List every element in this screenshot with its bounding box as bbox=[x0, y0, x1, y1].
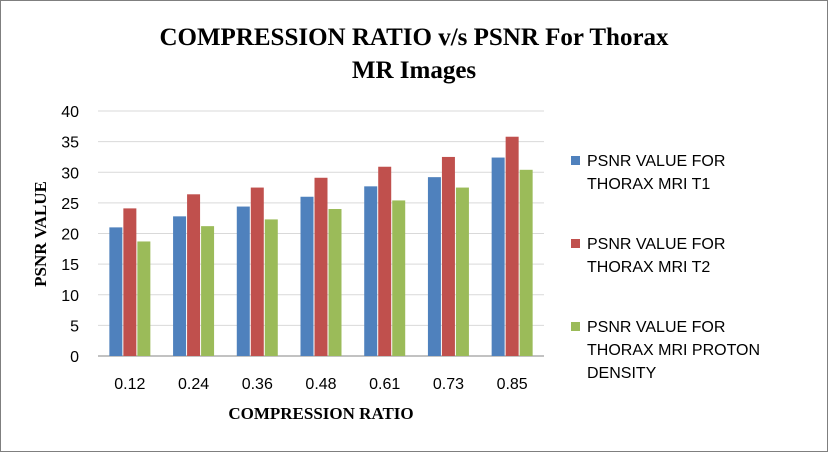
legend-swatch-1 bbox=[571, 156, 580, 165]
x-axis-ticks: 0.12 0.24 0.36 0.48 0.61 0.73 0.85 bbox=[114, 376, 528, 393]
y-tick-label: 40 bbox=[61, 104, 79, 121]
x-tick-label: 0.73 bbox=[433, 376, 464, 393]
y-tick-label: 15 bbox=[61, 257, 79, 274]
bar-series1-0.73 bbox=[427, 177, 441, 356]
x-tick-label: 0.12 bbox=[114, 376, 145, 393]
bar-series3-0.85 bbox=[519, 169, 533, 356]
bar-series1-0.48 bbox=[300, 196, 314, 356]
legend-label-3: DENSITY bbox=[587, 365, 657, 382]
legend: PSNR VALUE FOR THORAX MRI T1 PSNR VALUE FO… bbox=[571, 153, 760, 382]
legend-label-3: THORAX MRI PROTON bbox=[587, 342, 760, 359]
bar-series2-0.12 bbox=[123, 208, 137, 356]
y-axis-title: PSNR VALUE bbox=[31, 181, 50, 287]
chart-title-line-2: MR Images bbox=[352, 57, 477, 84]
y-tick-label: 25 bbox=[61, 196, 79, 213]
y-tick-label: 30 bbox=[61, 165, 79, 182]
x-axis-title: COMPRESSION RATIO bbox=[228, 404, 413, 423]
bar-series1-0.85 bbox=[491, 157, 505, 356]
y-tick-label: 20 bbox=[61, 227, 79, 244]
legend-swatch-3 bbox=[571, 322, 580, 331]
bar-series2-0.48 bbox=[314, 177, 328, 356]
legend-label-1: PSNR VALUE FOR bbox=[587, 153, 725, 170]
bar-series3-0.12 bbox=[137, 241, 151, 356]
bar-series2-0.36 bbox=[250, 187, 264, 356]
x-tick-label: 0.85 bbox=[497, 376, 528, 393]
y-tick-label: 10 bbox=[61, 288, 79, 305]
y-axis-ticks: 0 5 10 15 20 25 30 35 40 bbox=[61, 104, 79, 366]
chart-title-line-1: COMPRESSION RATIO v/s PSNR For Thorax bbox=[159, 24, 669, 51]
bar-series3-0.24 bbox=[201, 226, 215, 356]
bar-series1-0.24 bbox=[173, 216, 187, 356]
y-tick-label: 5 bbox=[70, 318, 79, 335]
chart-title: COMPRESSION RATIO v/s PSNR For Thorax MR … bbox=[159, 24, 669, 84]
bar-series3-0.36 bbox=[264, 219, 278, 356]
bar-series3-0.73 bbox=[455, 187, 469, 356]
legend-label-2: PSNR VALUE FOR bbox=[587, 236, 725, 253]
legend-label-1: THORAX MRI T1 bbox=[587, 176, 710, 193]
bars bbox=[109, 136, 533, 356]
bar-series2-0.61 bbox=[378, 166, 392, 356]
bar-series2-0.24 bbox=[187, 194, 201, 356]
legend-label-3: PSNR VALUE FOR bbox=[587, 319, 725, 336]
legend-label-2: THORAX MRI T2 bbox=[587, 259, 710, 276]
bar-series2-0.85 bbox=[505, 136, 519, 356]
legend-swatch-2 bbox=[571, 239, 580, 248]
x-tick-label: 0.36 bbox=[242, 376, 273, 393]
bar-series1-0.61 bbox=[364, 186, 378, 356]
x-tick-label: 0.48 bbox=[305, 376, 336, 393]
x-tick-label: 0.24 bbox=[178, 376, 209, 393]
y-tick-label: 35 bbox=[61, 135, 79, 152]
bar-series1-0.36 bbox=[236, 206, 250, 356]
x-tick-label: 0.61 bbox=[369, 376, 400, 393]
bar-series2-0.73 bbox=[441, 156, 455, 356]
y-tick-label: 0 bbox=[70, 349, 79, 366]
bar-series3-0.48 bbox=[328, 209, 342, 356]
bar-series1-0.12 bbox=[109, 227, 123, 356]
bar-series3-0.61 bbox=[392, 200, 406, 356]
